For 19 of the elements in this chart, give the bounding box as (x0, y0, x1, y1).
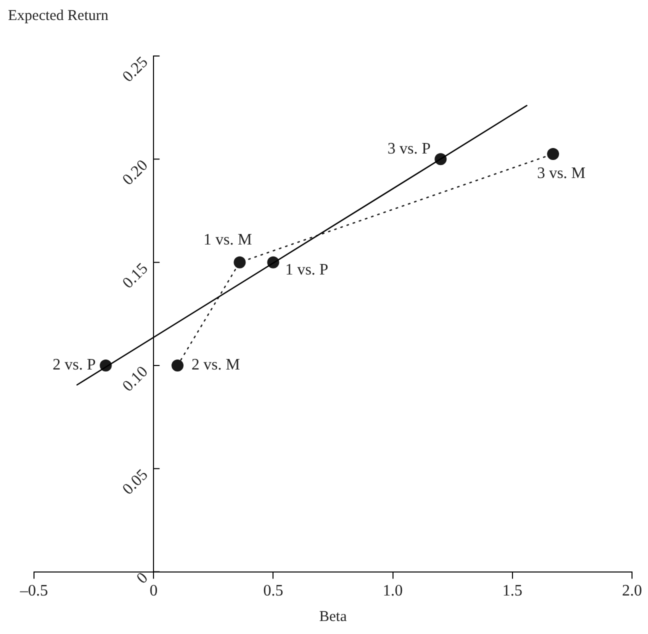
annotation: 2 vs. M (192, 356, 240, 374)
y-tick-label: 0.15 (120, 260, 152, 292)
x-tick-label: –0.5 (19, 582, 48, 600)
y-tick-label: 0.10 (120, 363, 152, 396)
annotation: 1 vs. M (203, 232, 252, 249)
y-tick-label: 0.05 (120, 466, 152, 498)
annotation: 1 vs. P (285, 262, 328, 279)
y-tick-label: 0.20 (120, 156, 152, 189)
annotation: 3 vs. M (537, 165, 586, 182)
x-axis-title: Beta (319, 608, 348, 625)
x-tick-label: 2.0 (622, 582, 642, 600)
x-tick-label: 0.5 (263, 582, 284, 600)
y-tick-label: 0.25 (120, 54, 152, 86)
annotation: 3 vs. P (388, 140, 431, 158)
y-axis-title: Expected Return (8, 8, 108, 25)
x-tick-label: 1.0 (382, 582, 403, 600)
annotation: 2 vs. P (52, 356, 96, 374)
x-tick-label: 1.5 (502, 582, 522, 600)
y-tick-label: 0 (134, 570, 152, 588)
